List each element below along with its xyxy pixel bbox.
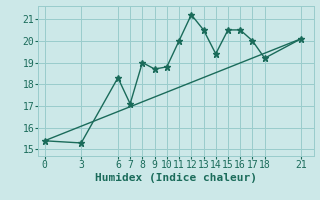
X-axis label: Humidex (Indice chaleur): Humidex (Indice chaleur) — [95, 173, 257, 183]
